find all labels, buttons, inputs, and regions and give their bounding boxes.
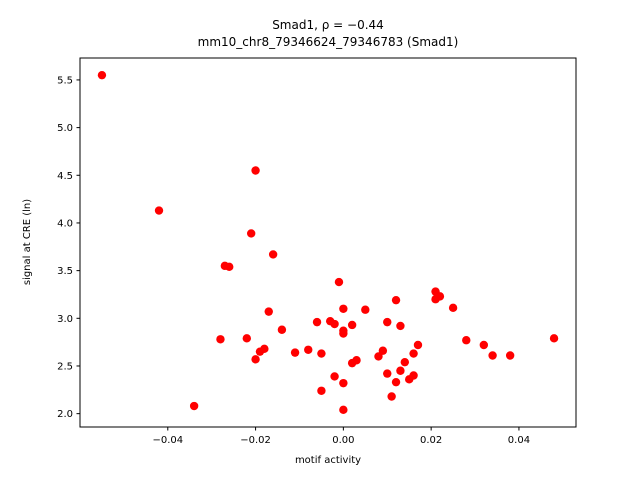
x-tick-label: −0.02 <box>240 435 271 446</box>
scatter-point <box>479 340 489 350</box>
scatter-point <box>242 334 251 343</box>
scatter-point <box>154 206 164 215</box>
scatter-point <box>339 329 348 338</box>
scatter-point <box>352 356 361 365</box>
scatter-point <box>378 346 388 355</box>
scatter-point <box>260 344 269 354</box>
scatter-point <box>251 166 260 175</box>
scatter-point <box>400 357 410 367</box>
scatter-point <box>462 336 471 345</box>
scatter-point <box>339 405 348 415</box>
y-tick-label: 3.5 <box>57 266 73 277</box>
scatter-point <box>264 307 273 316</box>
scatter-points <box>97 70 559 415</box>
y-tick-label: 5.0 <box>57 123 73 134</box>
scatter-point <box>339 378 348 388</box>
scatter-point <box>347 320 357 330</box>
y-tick-label: 2.5 <box>57 361 73 372</box>
y-tick-label: 4.0 <box>57 218 73 229</box>
y-tick-label: 4.5 <box>57 171 73 182</box>
scatter-point <box>304 345 313 354</box>
scatter-point <box>317 386 326 395</box>
scatter-point <box>396 366 405 375</box>
scatter-point <box>383 317 392 327</box>
scatter-point <box>251 355 260 364</box>
scatter-point <box>396 321 405 331</box>
scatter-point <box>246 229 256 238</box>
scatter-point <box>361 305 370 314</box>
scatter-point <box>448 303 458 313</box>
scatter-point <box>330 319 339 329</box>
scatter-point <box>277 325 287 334</box>
scatter-point <box>488 351 497 360</box>
scatter-point <box>435 292 445 301</box>
scatter-point <box>391 295 401 305</box>
y-tick-label: 2.0 <box>57 409 73 420</box>
x-tick-label: 0.00 <box>332 435 354 446</box>
scatter-point <box>225 262 234 272</box>
scatter-point <box>97 70 107 80</box>
scatter-point <box>317 349 326 358</box>
scatter-point <box>409 371 418 380</box>
x-tick-label: 0.02 <box>420 435 442 446</box>
scatter-point <box>334 277 344 287</box>
scatter-point <box>374 352 383 361</box>
scatter-point <box>409 349 418 358</box>
scatter-point <box>312 317 322 327</box>
y-tick-label: 5.5 <box>57 75 73 86</box>
chart-subtitle: mm10_chr8_79346624_79346783 (Smad1) <box>198 35 459 49</box>
scatter-point <box>268 250 278 259</box>
x-tick-label: 0.04 <box>508 435 530 446</box>
chart-title: Smad1, ρ = −0.44 <box>272 18 384 32</box>
scatter-point <box>189 401 199 411</box>
axis-ticks: −0.04 −0.02 0.00 0.02 0.04 2.0 2.5 3.0 3.5 4.0 4.5… <box>57 75 530 446</box>
scatter-point <box>383 369 392 378</box>
scatter-point <box>387 392 396 401</box>
scatter-point <box>330 372 339 381</box>
y-tick-label: 3.0 <box>57 314 73 325</box>
scatter-point <box>391 377 401 387</box>
scatter-point <box>216 335 225 344</box>
scatter-point <box>290 348 300 357</box>
x-axis-label: motif activity <box>295 455 361 466</box>
scatter-point <box>549 334 559 343</box>
y-axis-label: signal at CRE (ln) <box>22 199 33 285</box>
x-tick-label: −0.04 <box>152 435 183 446</box>
scatter-point <box>339 304 348 313</box>
plot-frame <box>79 57 577 428</box>
scatter-point <box>505 351 515 360</box>
scatter-point <box>413 340 423 350</box>
